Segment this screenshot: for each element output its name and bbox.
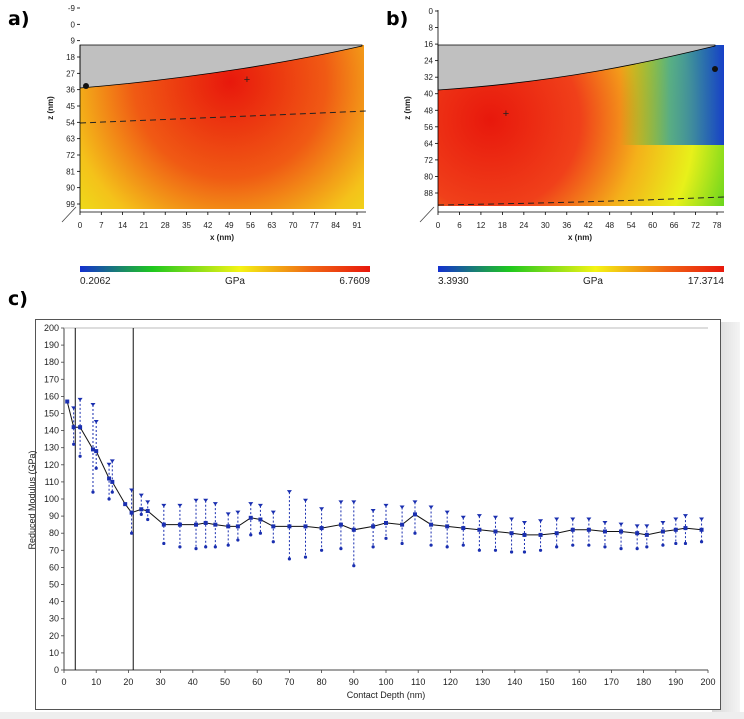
panel-a-field [80, 45, 364, 209]
panel-b-xtick: 24 [519, 221, 528, 230]
panel-b-yaxis: 0 8 16 24 32 40 48 56 64 72 80 88 [424, 7, 438, 198]
panel-a-ytick: 0 [71, 20, 76, 29]
panel-b-ytick: 56 [424, 123, 433, 132]
chart-frame [35, 319, 721, 710]
panel-a-xtick: 35 [182, 221, 191, 230]
panel-b-xtick: 30 [541, 221, 550, 230]
panel-a-xtick: 0 [78, 221, 83, 230]
panel-b-xtick: 78 [713, 221, 722, 230]
panel-b-xtick: 42 [584, 221, 593, 230]
panel-b-ytick: 80 [424, 172, 433, 181]
panel-c-letter: c) [8, 288, 28, 310]
panel-b-ytick: 48 [424, 106, 433, 115]
panel-a-indenter [79, 44, 363, 89]
panel-b-ytick: 24 [424, 57, 433, 66]
panel-a-xlabel: x (nm) [210, 233, 234, 242]
panel-b-ytick: 88 [424, 189, 433, 198]
panel-a-xtick: 21 [139, 221, 148, 230]
panel-a-ytick: 90 [66, 184, 75, 193]
panel-a-ytick: 54 [66, 118, 75, 127]
panel-b-ytick: 32 [424, 73, 433, 82]
panel-a-xtick: 70 [289, 221, 298, 230]
panel-b-xtick: 0 [436, 221, 441, 230]
panel-b-cb-min: 3.3930 [438, 276, 469, 287]
panel-b-xtick: 66 [670, 221, 679, 230]
panel-b-ytick: 8 [429, 24, 434, 33]
panel-b-xtick: 18 [498, 221, 507, 230]
panel-b-ylabel: z (nm) [403, 96, 412, 120]
panel-a-xtick: 91 [353, 221, 362, 230]
panel-a-xtick: 7 [99, 221, 104, 230]
panel-b-ytick: 64 [424, 139, 433, 148]
panel-b-xtick: 6 [457, 221, 462, 230]
panel-b-ytick: 40 [424, 90, 433, 99]
panel-a-xtick: 28 [161, 221, 170, 230]
panel-a-cb-max: 6.7609 [339, 276, 370, 287]
panel-a-yaxis: -9 0 9 18 27 36 45 54 63 72 81 90 99 [66, 4, 80, 209]
panel-b-letter: b) [386, 8, 409, 30]
panel-a-xtick: 49 [225, 221, 234, 230]
panel-a-ytick: 36 [66, 86, 75, 95]
panel-a-ytick: 63 [66, 135, 75, 144]
panel-a-ytick: 27 [66, 69, 75, 78]
panel-b-xtick: 60 [648, 221, 657, 230]
panel-a-ytick: 45 [66, 102, 75, 111]
panel-a-dot [83, 83, 89, 89]
panel-b-xlabel: x (nm) [568, 233, 592, 242]
panel-b-ytick: 16 [424, 40, 433, 49]
panel-a-ylabel: z (nm) [46, 96, 55, 120]
panel-a-xtick: 14 [118, 221, 127, 230]
panel-a-xaxis: 0 7 14 21 28 35 42 49 56 63 70 77 84 91 [78, 212, 362, 230]
panel-b-xtick: 72 [691, 221, 700, 230]
panel-b-xtick: 36 [562, 221, 571, 230]
panel-a-cb-min: 0.2062 [80, 276, 111, 287]
panel-a-xtick: 42 [203, 221, 212, 230]
panel-b-colorbar [438, 266, 724, 272]
panel-b-indenter [437, 44, 716, 91]
panel-b-xtick: 48 [605, 221, 614, 230]
panel-b-dot [712, 66, 718, 72]
panel-a-ytick: 99 [66, 200, 75, 209]
panel-b-ytick: 72 [424, 156, 433, 165]
panel-a-cb-unit: GPa [225, 276, 245, 287]
panel-b-cross: + [503, 108, 509, 120]
panel-b-ytick: 0 [429, 7, 434, 16]
panel-a-colorbar [80, 266, 370, 272]
panel-a-ytick: 18 [66, 53, 75, 62]
panel-a-ytick: 81 [66, 167, 75, 176]
panel-a-contour [79, 110, 367, 124]
panel-a-ytick: -9 [68, 4, 76, 13]
panel-a-cross: + [244, 74, 250, 86]
panel-b-contour [437, 196, 725, 206]
panel-a-xtick: 77 [310, 221, 319, 230]
panel-a-xtick: 63 [267, 221, 276, 230]
panel-b-xtick: 12 [476, 221, 485, 230]
panel-a-letter: a) [8, 8, 30, 30]
panel-a-xtick: 56 [246, 221, 255, 230]
panel-b-cb-max: 17.3714 [688, 276, 725, 287]
panel-b-cb-unit: GPa [583, 276, 603, 287]
panel-b-xtick: 54 [627, 221, 636, 230]
panel-b-field [438, 45, 724, 206]
bottom-strip [0, 712, 744, 719]
panel-a-ytick: 9 [71, 37, 76, 46]
panel-b-xaxis: 0 6 12 18 24 30 36 42 48 54 60 66 72 78 [436, 212, 722, 230]
panel-a-ytick: 72 [66, 151, 75, 160]
panel-a-xtick: 84 [331, 221, 340, 230]
